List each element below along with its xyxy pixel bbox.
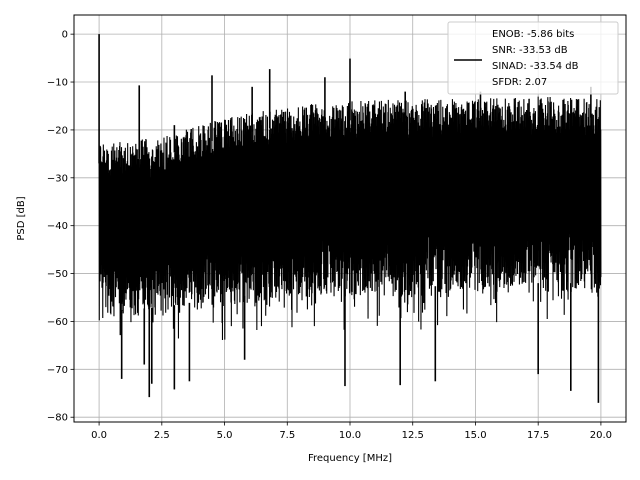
legend-box bbox=[447, 21, 619, 95]
x-tick-label: 17.5 bbox=[527, 430, 549, 441]
ticks: 0.0 2.5 5.0 7.5 10.0 12.5 15.0 17.5 20.0 0 −10 −20 −… bbox=[47, 30, 612, 441]
y-tick-label: −60 bbox=[47, 317, 68, 328]
x-tick-label: 5.0 bbox=[217, 430, 233, 441]
y-tick-label: −30 bbox=[47, 173, 68, 184]
x-tick-label: 10.0 bbox=[339, 430, 361, 441]
x-tick-label: 20.0 bbox=[590, 430, 612, 441]
x-tick-label: 2.5 bbox=[154, 430, 170, 441]
x-tick-label: 15.0 bbox=[464, 430, 486, 441]
x-tick-label: 7.5 bbox=[279, 430, 295, 441]
y-tick-label: −80 bbox=[47, 413, 68, 424]
y-tick-label: −10 bbox=[47, 78, 68, 89]
x-tick-label: 12.5 bbox=[402, 430, 424, 441]
legend: ENOB: -5.86 bits SNR: -33.53 dB SINAD: -… bbox=[447, 21, 619, 95]
legend-entry-enob: ENOB: -5.86 bits bbox=[492, 29, 574, 40]
legend-entry-snr: SNR: -33.53 dB bbox=[492, 45, 568, 56]
y-tick-label: 0 bbox=[62, 30, 68, 41]
y-tick-label: −40 bbox=[47, 221, 68, 232]
legend-entry-sinad: SINAD: -33.54 dB bbox=[492, 61, 579, 72]
y-tick-label: −50 bbox=[47, 269, 68, 280]
legend-entry-sfdr: SFDR: 2.07 bbox=[492, 77, 547, 88]
y-axis-label: PSD [dB] bbox=[16, 196, 27, 240]
y-tick-label: −20 bbox=[47, 125, 68, 136]
x-axis-label: Frequency [MHz] bbox=[308, 453, 392, 464]
psd-trace bbox=[98, 96, 602, 343]
plot-area bbox=[98, 34, 602, 403]
x-tick-label: 0.0 bbox=[91, 430, 107, 441]
y-tick-label: −70 bbox=[47, 365, 68, 376]
